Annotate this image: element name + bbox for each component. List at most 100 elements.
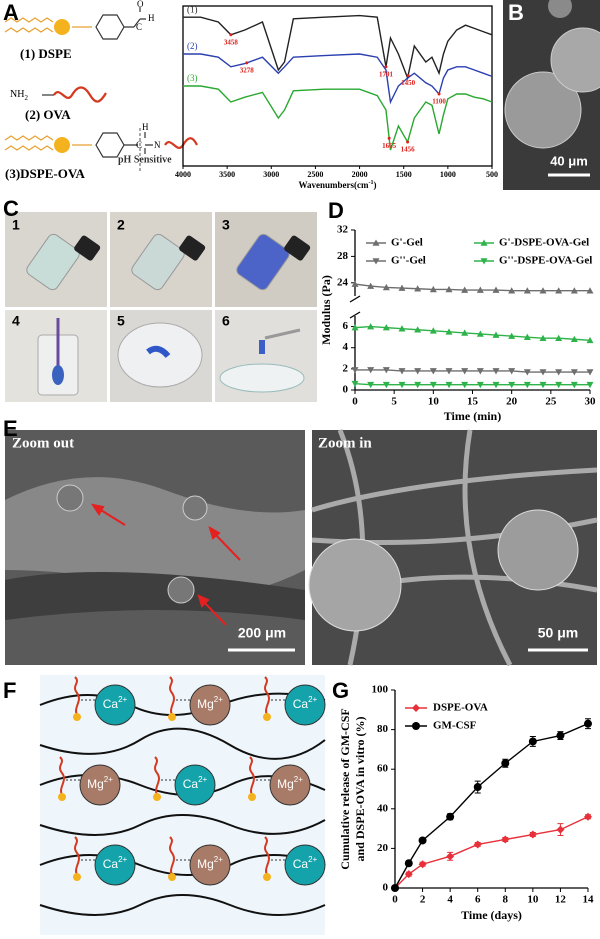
panel-label: F (3, 678, 16, 703)
x-tick-label: 10 (428, 396, 440, 408)
data-point (476, 286, 484, 293)
atom: O (137, 0, 144, 9)
ion-symbol: Mg (277, 777, 294, 791)
legend-label: G'-DSPE-OVA-Gel (499, 237, 589, 249)
photo-number: 4 (12, 313, 20, 329)
x-tick-label: 14 (583, 894, 595, 906)
series-line (183, 85, 493, 151)
panel-label: B (508, 0, 524, 25)
data-point (351, 367, 359, 374)
x-label-text: Wavenumbers(cm (299, 180, 369, 190)
data-point (418, 860, 427, 869)
peak-label: 1701 (379, 70, 394, 78)
data-point (523, 333, 531, 340)
polymer-chains (39, 692, 326, 916)
series-line (354, 283, 590, 292)
y-tick-label: 60 (377, 763, 389, 775)
x-label-tail: ) (374, 180, 377, 190)
y-axis-label: Cumulative release of GM-CSF (338, 708, 352, 869)
data-point (539, 381, 547, 389)
data-point (382, 381, 390, 389)
ion-label: Ca2+ (293, 855, 318, 871)
data-point (586, 381, 594, 389)
series-line (354, 382, 590, 386)
x-tick-label: 2000 (352, 170, 368, 179)
data-point (492, 286, 500, 293)
arrows (90, 503, 241, 626)
data-point (398, 381, 406, 389)
image-caption: Zoom out (12, 435, 74, 451)
ion (189, 684, 231, 726)
x-tick-label: 8 (503, 894, 509, 906)
y-tick-label: 40 (377, 802, 389, 814)
ion-charge: 2+ (308, 695, 317, 704)
lipid (154, 756, 160, 796)
peak-label: 3278 (240, 67, 255, 75)
peak-marker (384, 65, 388, 69)
microsphere (504, 71, 582, 149)
photo-number: 6 (222, 313, 230, 329)
y-tick-label: 6 (343, 320, 349, 332)
data-point (555, 381, 563, 389)
data-point (586, 369, 594, 376)
y-axis-label: and DSPE-OVA in vitro (%) (353, 717, 367, 862)
data-point (367, 367, 375, 374)
scale-label: 50 μm (538, 625, 578, 641)
data-point (461, 368, 469, 375)
data-point (429, 327, 437, 334)
ion-label: Mg2+ (87, 775, 113, 791)
y-tick-label: 100 (372, 684, 389, 696)
data-point (367, 381, 375, 389)
plot-frame (182, 5, 493, 167)
data-point (501, 759, 510, 768)
data-point (429, 381, 437, 389)
y-tick-label: 0 (383, 882, 389, 894)
amine-sub: 2 (24, 94, 28, 102)
data-point (414, 326, 422, 333)
x-tick-label: 25 (545, 396, 557, 408)
data-point (398, 325, 406, 332)
ion-symbol: Ca (293, 697, 309, 711)
data-point (523, 381, 531, 389)
series-line (183, 14, 493, 81)
ion (189, 844, 231, 886)
data-point (461, 381, 469, 389)
ion-label: Ca2+ (103, 855, 128, 871)
data-point (501, 835, 510, 844)
ion-symbol: Ca (183, 777, 199, 791)
data-point (570, 335, 578, 343)
data-point (476, 330, 484, 337)
panel-label: D (328, 198, 344, 223)
peak-label: 1665 (382, 142, 397, 150)
data-point (461, 329, 469, 336)
data-point (367, 323, 375, 330)
peak-marker (245, 61, 249, 65)
x-axis-label: Time (days) (461, 908, 522, 922)
x-tick-label: 500 (486, 170, 498, 179)
series-line (354, 325, 591, 342)
data-point (446, 852, 455, 861)
data-point (414, 285, 422, 292)
lipid (74, 836, 80, 876)
scale-label: 200 μm (238, 625, 286, 641)
legend-marker (480, 258, 488, 265)
data-point (382, 324, 390, 331)
lipid-head (73, 873, 81, 881)
data-point (461, 286, 469, 293)
ion (94, 844, 136, 886)
x-axis-label: Wavenumbers(cm-1) (299, 180, 377, 190)
ion-symbol: Ca (103, 857, 119, 871)
compound-label: (2) OVA (25, 107, 71, 122)
lipid-head (248, 793, 256, 801)
data-point (414, 381, 422, 389)
peak-label: 1100 (432, 98, 446, 106)
lipid (249, 756, 255, 796)
lipid-head (263, 713, 271, 721)
lipid (169, 836, 175, 876)
y-tick-label: 80 (377, 723, 389, 735)
sem-texture (5, 572, 305, 620)
data-point (492, 381, 500, 389)
ion-charge: 2+ (308, 855, 317, 864)
peak-marker (387, 136, 391, 140)
lipid (169, 676, 175, 716)
